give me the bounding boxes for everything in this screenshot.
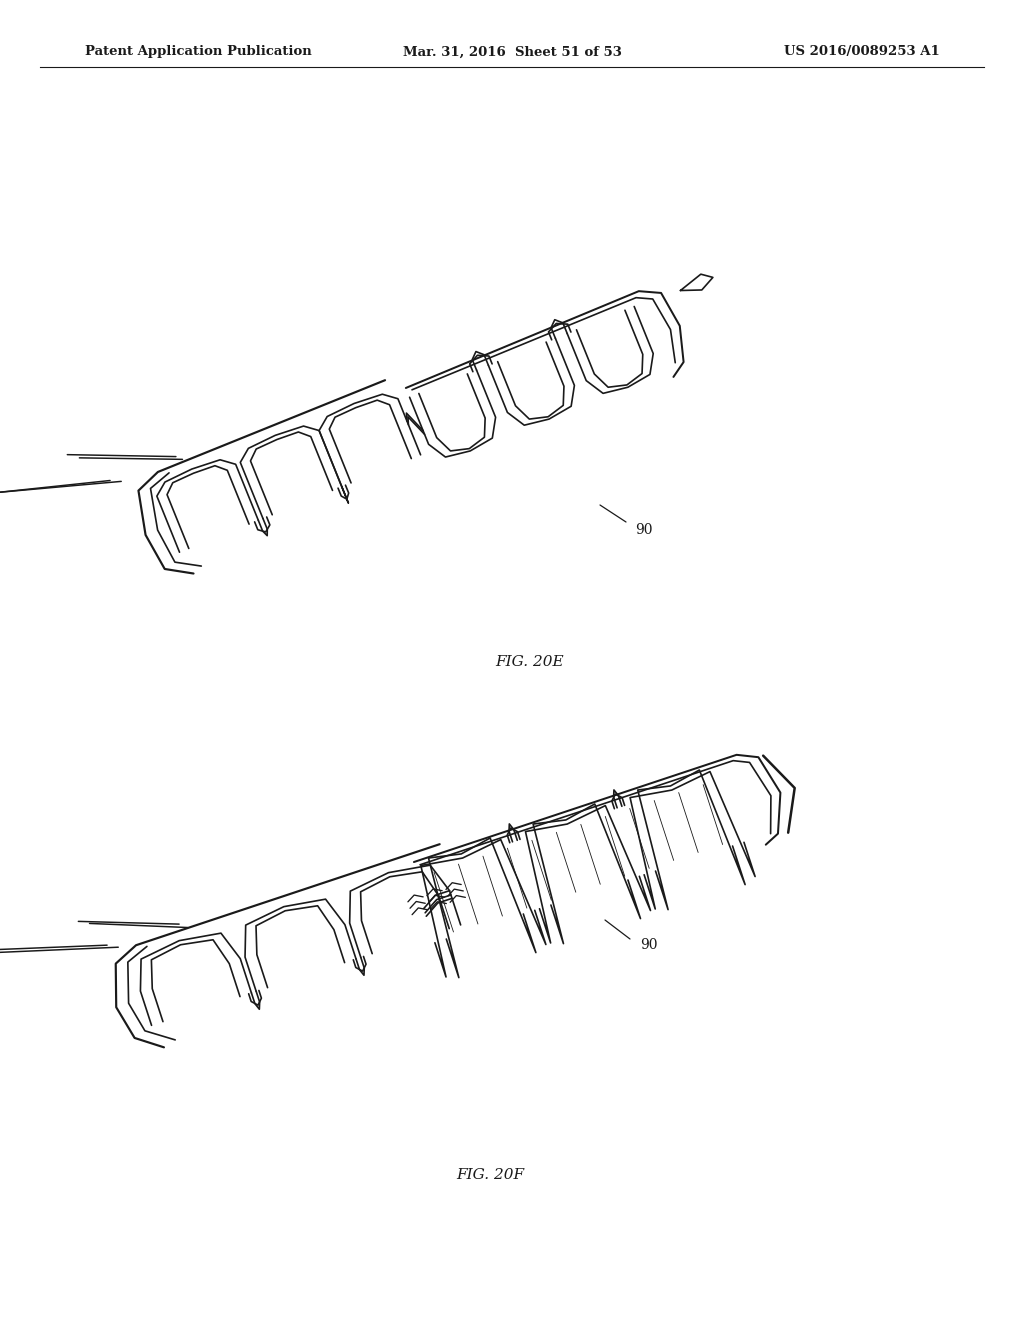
Text: FIG. 20E: FIG. 20E [496,655,564,669]
Text: US 2016/0089253 A1: US 2016/0089253 A1 [784,45,940,58]
Text: 90: 90 [640,939,657,952]
Text: Mar. 31, 2016  Sheet 51 of 53: Mar. 31, 2016 Sheet 51 of 53 [402,45,622,58]
Text: FIG. 20F: FIG. 20F [456,1168,524,1181]
Text: Patent Application Publication: Patent Application Publication [85,45,311,58]
Text: 90: 90 [635,523,652,537]
